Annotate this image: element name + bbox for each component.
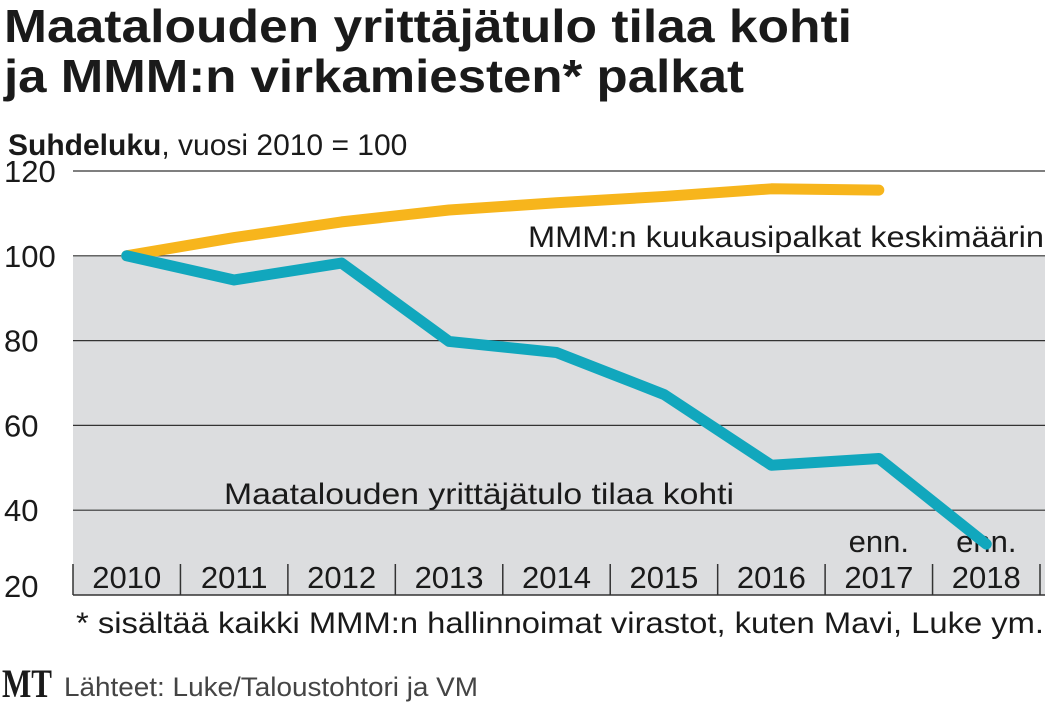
footnote: * sisältää kaikki MMM:n hallinnoimat vir… [76, 607, 1044, 640]
x-tick-label: 2010 [92, 560, 161, 595]
series-label-salaries: MMM:n kuukausipalkat keskimäärin [528, 221, 1044, 254]
x-tick-label: 2018 [952, 560, 1021, 595]
x-tick-label: 2011 [201, 560, 268, 595]
series-label-income: Maatalouden yrittäjätulo tilaa kohti [224, 478, 734, 511]
chart-title-line-1: Maatalouden yrittäjätulo tilaa kohti [4, 0, 852, 52]
y-axis-label-bold: Suhdeluku [8, 129, 161, 162]
x-tick-label: 2012 [307, 560, 376, 595]
y-axis-label: Suhdeluku, vuosi 2010 = 100 [8, 129, 407, 162]
x-tick-label: 2016 [737, 560, 806, 595]
y-tick-label: 80 [4, 324, 38, 359]
mt-logo: MT [2, 661, 52, 702]
y-tick-label: 20 [4, 569, 38, 604]
x-tick-label: 2014 [522, 560, 591, 595]
y-tick-label: 120 [4, 154, 56, 189]
x-tick-label: 2013 [415, 560, 484, 595]
source-text: Lähteet: Luke/Taloustohtori ja VM [64, 672, 478, 702]
x-tick-label: 2017 [844, 560, 913, 595]
chart-title-line-2: ja MMM:n virkamiesten* palkat [3, 50, 744, 102]
x-tick-label: 2015 [629, 560, 698, 595]
series-line-salaries [121, 183, 885, 262]
forecast-label: enn. [849, 524, 909, 559]
y-tick-label: 40 [4, 493, 38, 528]
y-tick-label: 100 [4, 239, 56, 274]
y-axis-label-rest: , vuosi 2010 = 100 [161, 129, 407, 162]
y-tick-label: 60 [4, 408, 38, 443]
